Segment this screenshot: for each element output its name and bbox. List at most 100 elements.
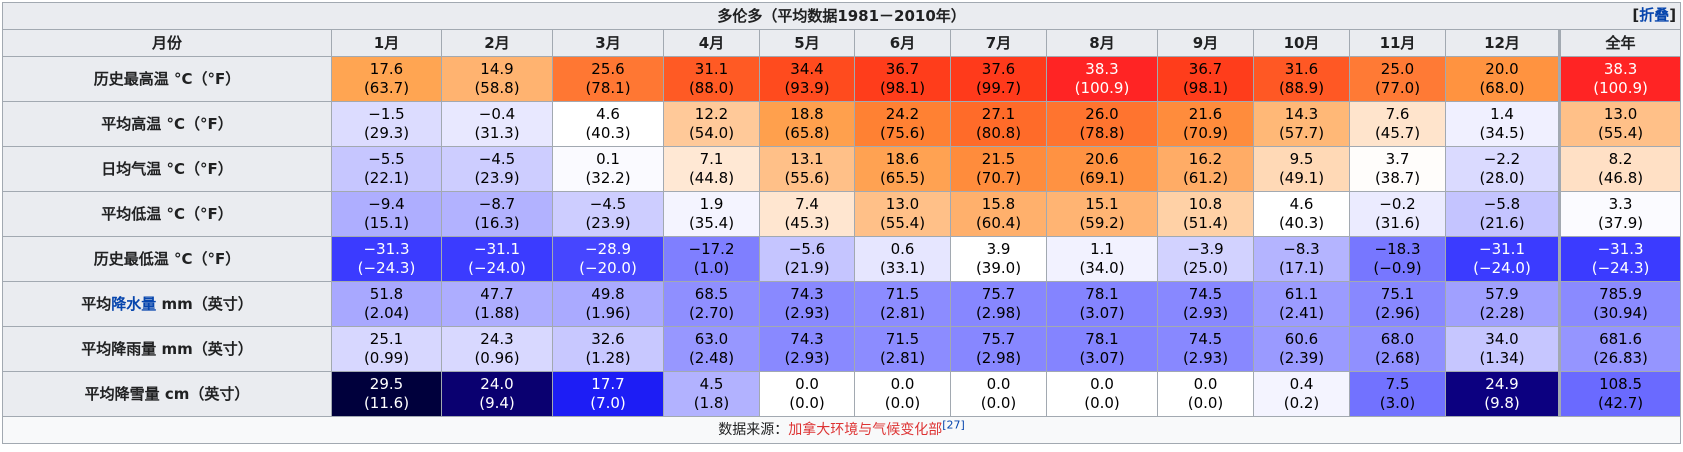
row-header: 平均降雨量 mm（英寸）: [2, 326, 332, 372]
metric-value: 17.6: [369, 60, 404, 78]
metric-value: 27.1: [981, 105, 1016, 123]
table-cell: 24.3 (0.96): [441, 326, 553, 372]
imperial-value: (57.7): [1278, 124, 1325, 142]
imperial-value: (−20.0): [579, 259, 637, 277]
table-cell: 0.0 (0.0): [1046, 371, 1158, 417]
year-value-cell: 38.3 (100.9): [1557, 56, 1682, 102]
table-cell: 49.8 (1.96): [552, 281, 664, 327]
imperial-value: (2.39): [1278, 349, 1325, 367]
imperial-value: (0.96): [474, 349, 520, 367]
table-row: 历史最低温 °C（°F） −31.3 (−24.3) −31.1 (−24.0) −28.…: [2, 236, 1682, 282]
imperial-value: (0.99): [363, 349, 410, 367]
table-cell: 34.0 (1.34): [1445, 326, 1560, 372]
table-cell: 57.9 (2.28): [1445, 281, 1560, 327]
month-header: 11月: [1349, 29, 1446, 57]
table-cell: 75.7 (2.98): [950, 281, 1047, 327]
imperial-value: (40.3): [1278, 214, 1325, 232]
metric-value: 0.6: [890, 240, 915, 258]
table-cell: 0.0 (0.0): [854, 371, 951, 417]
table-cell: −8.3 (17.1): [1253, 236, 1350, 282]
metric-value: 1.4: [1490, 105, 1514, 123]
year-value-cell: −31.3 (−24.3): [1557, 236, 1682, 282]
table-cell: 0.4 (0.2): [1253, 371, 1350, 417]
table-cell: 61.1 (2.41): [1253, 281, 1350, 327]
metric-value: 14.9: [480, 60, 514, 78]
imperial-value: (30.94): [1593, 304, 1648, 322]
reference-link[interactable]: [27]: [942, 417, 965, 431]
imperial-value: (44.8): [688, 169, 735, 187]
table-row: 平均低温 °C（°F） −9.4 (15.1) −8.7 (16.3) −4.5 (23.9…: [2, 191, 1682, 237]
metric-value: 7.1: [699, 150, 724, 168]
month-header-label: 月份: [2, 29, 332, 57]
table-row: 历史最高温 °C（°F） 17.6 (63.7) 14.9 (58.8) 25.6 (78.…: [2, 56, 1682, 102]
metric-value: 24.2: [885, 105, 920, 123]
table-cell: 78.1 (3.07): [1046, 281, 1158, 327]
metric-value: 4.6: [1289, 195, 1314, 213]
imperial-value: (29.3): [363, 124, 410, 142]
table-cell: 78.1 (3.07): [1046, 326, 1158, 372]
table-cell: 7.1 (44.8): [663, 146, 760, 192]
table-cell: −5.8 (21.6): [1445, 191, 1560, 237]
metric-value: 24.3: [480, 330, 514, 348]
metric-value: −18.3: [1374, 240, 1421, 258]
table-cell: 25.0 (77.0): [1349, 56, 1446, 102]
table-cell: 1.4 (34.5): [1445, 101, 1560, 147]
imperial-value: (2.93): [1182, 304, 1229, 322]
imperial-value: (61.2): [1182, 169, 1229, 187]
table-cell: 36.7 (98.1): [1157, 56, 1254, 102]
metric-value: 31.1: [694, 60, 729, 78]
table-cell: 10.8 (51.4): [1157, 191, 1254, 237]
imperial-value: (2.96): [1374, 304, 1421, 322]
table-cell: −3.9 (25.0): [1157, 236, 1254, 282]
table-cell: −31.3 (−24.3): [331, 236, 442, 282]
imperial-value: (54.0): [688, 124, 735, 142]
table-cell: 37.6 (99.7): [950, 56, 1047, 102]
imperial-value: (1.8): [693, 394, 730, 412]
metric-value: 15.8: [981, 195, 1016, 213]
table-cell: 63.0 (2.48): [663, 326, 760, 372]
table-cell: 51.8 (2.04): [331, 281, 442, 327]
imperial-value: (33.1): [879, 259, 926, 277]
imperial-value: (77.0): [1374, 79, 1421, 97]
table-cell: 27.1 (80.8): [950, 101, 1047, 147]
collapse-toggle[interactable]: [折叠]: [1632, 6, 1677, 24]
table-cell: 3.7 (38.7): [1349, 146, 1446, 192]
collapse-link[interactable]: 折叠: [1639, 6, 1670, 24]
metric-value: −4.5: [589, 195, 627, 213]
climate-box: 多伦多（平均数据1981－2010年） [折叠] 月份 1月 2月 3月 4月 5月 6月…: [1, 2, 1682, 444]
metric-value: 29.5: [369, 375, 404, 393]
source-link[interactable]: 加拿大环境与气候变化部: [788, 421, 943, 438]
imperial-value: (1.96): [585, 304, 631, 322]
imperial-value: (34.5): [1479, 124, 1525, 142]
table-title-row: 多伦多（平均数据1981－2010年） [折叠]: [1, 2, 1682, 30]
imperial-value: (2.70): [688, 304, 735, 322]
table-cell: 12.2 (54.0): [663, 101, 760, 147]
imperial-value: (58.8): [474, 79, 520, 97]
imperial-value: (2.98): [975, 349, 1022, 367]
imperial-value: (23.9): [585, 214, 631, 232]
imperial-value: (1.34): [1479, 349, 1525, 367]
table-cell: 36.7 (98.1): [854, 56, 951, 102]
imperial-value: (2.04): [363, 304, 410, 322]
imperial-value: (45.3): [784, 214, 830, 232]
table-cell: 74.3 (2.93): [759, 326, 855, 372]
row-label-link[interactable]: 降水量: [111, 294, 157, 313]
row-header: 历史最高温 °C（°F）: [2, 56, 332, 102]
metric-value: −2.2: [1483, 150, 1521, 168]
metric-value: 71.5: [885, 330, 920, 348]
table-cell: 14.3 (57.7): [1253, 101, 1350, 147]
metric-value: 681.6: [1599, 330, 1643, 348]
table-caption: 多伦多（平均数据1981－2010年） [折叠]: [1, 2, 1682, 30]
metric-value: −9.4: [368, 195, 405, 213]
imperial-value: (−24.0): [468, 259, 526, 277]
table-cell: 47.7 (1.88): [441, 281, 553, 327]
row-label: 平均降雪量 cm（英寸）: [84, 384, 250, 403]
metric-value: 10.8: [1188, 195, 1223, 213]
table-cell: 0.0 (0.0): [759, 371, 855, 417]
table-cell: 4.6 (40.3): [1253, 191, 1350, 237]
row-label: 平均低温 °C（°F）: [101, 204, 233, 223]
imperial-value: (99.7): [975, 79, 1022, 97]
metric-value: 13.0: [885, 195, 920, 213]
imperial-value: (42.7): [1598, 394, 1644, 412]
metric-value: 75.7: [981, 330, 1016, 348]
